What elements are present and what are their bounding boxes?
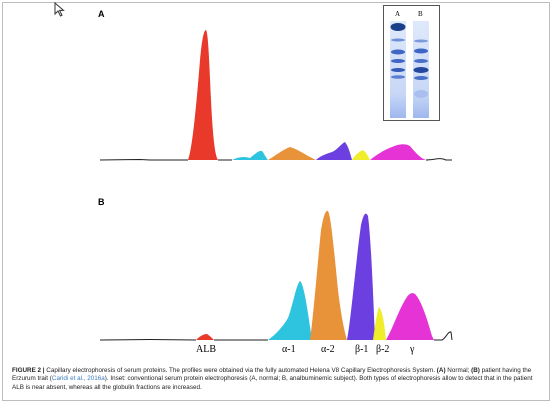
fraction-label-alpha2: α-2 (321, 344, 335, 355)
fraction-label-gamma: γ (410, 344, 415, 355)
caption-text-1: Capillary electrophoresis of serum prote… (44, 367, 437, 374)
panel-a-alpha2-peak (268, 147, 316, 160)
panel-a-baseline (99, 158, 452, 161)
panel-b-electropherogram (99, 210, 453, 341)
panel-a-gamma-peak (370, 144, 426, 160)
panel-b-alpha2-peak (310, 210, 347, 340)
panel-b-alpha1-peak (268, 281, 312, 340)
panel-a-beta1-peak (316, 142, 352, 160)
fraction-labels: ALB α-1 α-2 β-1 β-2 γ (0, 344, 554, 358)
panel-a-electropherogram (99, 30, 452, 161)
figure-caption: FIGURE 2 | Capillary electrophoresis of … (12, 367, 542, 392)
caption-a-label: (A) (436, 367, 446, 374)
panel-a-beta2-peak (352, 150, 370, 160)
panel-a-alb-peak (188, 30, 218, 160)
panel-b-gamma-peak (386, 293, 434, 340)
caption-text-3: patient having the Erzurum trait ( (12, 367, 532, 383)
inset-gel-electrophoresis: A B (383, 5, 440, 121)
fraction-label-beta1: β-1 (355, 344, 369, 355)
panel-b-baseline (99, 331, 453, 341)
panel-b-beta2-peak (373, 307, 386, 340)
mouse-cursor-icon (54, 2, 65, 17)
caption-text-2: Normal; (445, 367, 472, 374)
panel-a-label: A (98, 9, 105, 19)
inset-gel-lanes (390, 21, 429, 118)
panel-b-alb-peak (196, 334, 214, 340)
panel-b-label: B (98, 197, 105, 207)
fraction-label-beta2: β-2 (376, 344, 390, 355)
inset-lane-a-label: A (395, 10, 401, 18)
panel-b-beta1-peak (347, 213, 375, 340)
caption-figure-label: FIGURE 2 | (12, 367, 45, 374)
electropherogram-plots (99, 30, 453, 341)
panel-a-alpha1-peak (232, 150, 268, 160)
fraction-label-alb: ALB (196, 344, 216, 355)
caption-b-label: (B) (471, 367, 480, 374)
fraction-label-alpha1: α-1 (282, 344, 296, 355)
caption-citation-link[interactable]: Caridi et al., 2016a (51, 375, 105, 383)
caption-text-4: ). Inset: conventional serum protein ele… (12, 375, 533, 391)
inset-lane-b-label: B (418, 10, 423, 18)
